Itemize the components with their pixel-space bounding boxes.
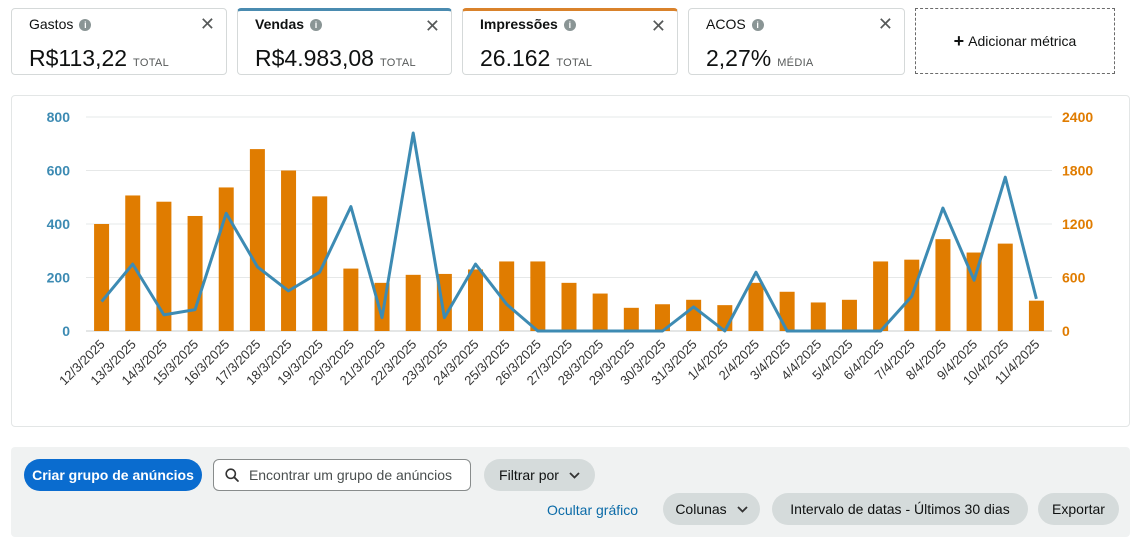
bar [218,187,234,331]
bar [94,224,110,331]
right-axis-tick-label: 1200 [1062,216,1093,232]
add-metric-label: Adicionar métrica [968,33,1077,49]
bar [686,299,702,331]
columns-button[interactable]: Colunas [663,493,760,525]
left-axis-tick-label: 600 [47,163,71,179]
date-range-label: Intervalo de datas - Últimos 30 dias [790,501,1010,517]
metric-card-acos[interactable]: ACOS i ✕ 2,27% MÉDIA [688,8,905,75]
bar [779,291,795,331]
left-axis-tick-label: 200 [47,270,71,286]
bar [592,293,608,331]
bar [499,261,515,331]
filter-button[interactable]: Filtrar por [484,459,595,491]
export-button[interactable]: Exportar [1038,493,1119,525]
chevron-down-icon [569,471,580,479]
left-axis-tick-label: 800 [47,109,71,125]
close-icon[interactable]: ✕ [877,14,893,34]
bar [841,299,857,331]
toolbar: Criar grupo de anúncios Filtrar por Ocul… [11,447,1130,537]
bar [810,302,826,331]
bar [530,261,546,331]
bar [748,282,764,331]
bar [405,274,421,331]
bar [249,149,265,331]
close-icon[interactable]: ✕ [424,16,440,36]
plus-icon: + [953,30,965,51]
bar [281,170,297,331]
search-input[interactable] [246,466,470,484]
export-label: Exportar [1052,501,1105,517]
line-series [100,131,1038,333]
hide-chart-link[interactable]: Ocultar gráfico [547,502,639,518]
add-metric-button[interactable]: + Adicionar métrica [915,8,1115,74]
bar [654,304,670,331]
chevron-down-icon [737,505,748,513]
bar [468,269,484,331]
bar [187,215,203,331]
bar [623,307,639,331]
chart-panel: 0 200 400 600 800 0 600 1200 1800 2400 12/3/2025 13… [11,95,1130,427]
right-axis-tick-label: 2400 [1062,109,1093,125]
info-icon[interactable]: i [79,19,92,31]
metric-value: 26.162 TOTAL [480,45,593,71]
date-range-button[interactable]: Intervalo de datas - Últimos 30 dias [772,493,1028,525]
metric-title: ACOS i [706,16,764,32]
right-axis-tick-label: 600 [1062,270,1086,286]
create-ad-group-button[interactable]: Criar grupo de anúncios [24,459,202,491]
close-icon[interactable]: ✕ [199,14,215,34]
right-axis-tick-label: 0 [1062,323,1070,339]
metric-value: R$113,22 TOTAL [29,45,169,71]
bar [873,261,889,331]
metric-title: Gastos i [29,16,92,32]
left-axis-tick-label: 400 [47,216,71,232]
bar [997,243,1013,331]
combo-chart: 0200400600800060012001800240012/3/202513… [47,109,1094,388]
metric-card-vendas[interactable]: Vendas i ✕ R$4.983,08 TOTAL [237,8,452,75]
search-box[interactable] [213,459,471,491]
bar [312,196,328,331]
bar [561,282,577,331]
bar [156,201,172,331]
right-axis-tick-label: 1800 [1062,163,1093,179]
columns-label: Colunas [675,501,727,517]
left-axis-tick-label: 0 [62,323,70,339]
metric-value: R$4.983,08 TOTAL [255,45,416,71]
metric-card-gastos[interactable]: Gastos i ✕ R$113,22 TOTAL [11,8,227,75]
info-icon[interactable]: i [563,19,576,31]
filter-label: Filtrar por [499,467,559,483]
metric-title: Vendas i [255,16,323,32]
bar [1028,300,1044,331]
metric-card-impressoes[interactable]: Impressões i ✕ 26.162 TOTAL [462,8,678,75]
info-icon[interactable]: i [751,19,764,31]
search-icon [225,468,239,482]
info-icon[interactable]: i [310,19,323,31]
close-icon[interactable]: ✕ [650,16,666,36]
bar [935,239,951,331]
metric-title: Impressões i [480,16,576,32]
bar [343,268,359,331]
metric-value: 2,27% MÉDIA [706,45,814,71]
